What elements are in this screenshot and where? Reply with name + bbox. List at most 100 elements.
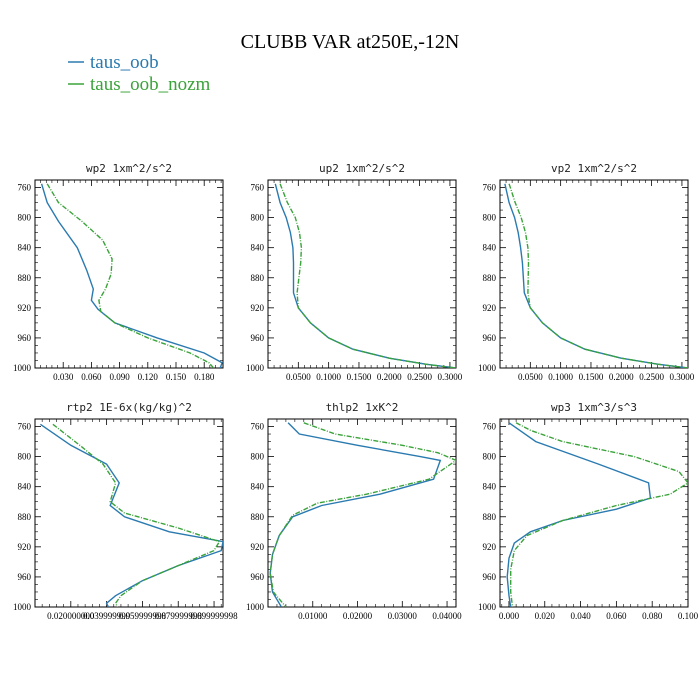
x-tick-label: 0.100 [678,611,699,621]
y-tick-label: 960 [18,572,32,582]
x-tick-label: 0.01000 [298,611,328,621]
x-tick-label: 0.3000 [438,372,463,382]
y-tick-label: 1000 [246,602,265,612]
y-tick-label: 840 [18,243,32,253]
panel-frame [267,418,457,608]
series-line-taus-oob [274,183,456,368]
y-tick-label: 1000 [478,363,497,373]
x-tick-label: 0.020000000 [47,611,95,621]
panel-title: up2 1xm^2/s^2 [319,162,405,175]
x-tick-label: 0.04000 [432,611,462,621]
y-tick-label: 920 [483,542,497,552]
panel-4: thlp2 1xK^2 760 800 840 880 920 960 1000 0.01000… [246,401,462,621]
y-tick-label: 960 [483,333,497,343]
y-tick-label: 800 [483,213,497,223]
y-tick-label: 840 [251,482,265,492]
x-tick-label: 0.120 [138,372,159,382]
x-tick-label: 0.1500 [347,372,372,382]
y-tick-label: 840 [18,482,32,492]
panel-2: vp2 1xm^2/s^2 760 800 840 880 920 960 1000 0.050… [478,162,695,382]
panel-title: vp2 1xm^2/s^2 [551,162,637,175]
y-tick-label: 960 [18,333,32,343]
y-tick-label: 960 [483,572,497,582]
x-tick-label: 0.1000 [316,372,341,382]
y-tick-label: 960 [251,333,265,343]
series-line-taus-oob [506,422,652,607]
panel-frame [499,418,689,608]
series-line-taus-oob-nozm [279,183,456,368]
y-tick-label: 880 [483,512,497,522]
y-tick-label: 840 [251,243,265,253]
y-tick-label: 840 [483,482,497,492]
x-tick-label: 0.02000 [343,611,373,621]
y-tick-label: 920 [18,303,32,313]
panel-title: wp2 1xm^2/s^2 [86,162,172,175]
series-line-taus-oob-nozm [46,183,215,368]
y-tick-label: 800 [251,213,265,223]
panel-frame [34,418,224,608]
y-tick-label: 1000 [246,363,265,373]
y-tick-label: 800 [251,452,265,462]
y-tick-label: 880 [483,273,497,283]
x-tick-label: 0.3000 [670,372,695,382]
y-tick-label: 1000 [478,602,497,612]
x-tick-label: 0.2000 [609,372,634,382]
series-line-taus-oob [504,183,688,368]
y-tick-label: 760 [483,422,497,432]
series-line-taus-oob [40,183,223,368]
panel-0: wp2 1xm^2/s^2 760 800 840 880 920 960 1000 0.030… [13,162,224,382]
x-tick-label: 0.090 [109,372,130,382]
series-line-taus-oob [269,422,442,607]
y-tick-label: 760 [18,422,32,432]
x-tick-label: 0.180 [194,372,215,382]
panels-group: wp2 1xm^2/s^2 760 800 840 880 920 960 1000 0.030… [13,162,699,621]
x-tick-label: 0.079999998 [155,611,203,621]
y-tick-label: 920 [18,542,32,552]
x-tick-label: 0.1500 [579,372,604,382]
series-line-taus-oob-nozm [269,422,456,607]
panel-3: rtp2 1E-6x(kg/kg)^2 760 800 840 880 920 960 100… [13,401,238,621]
y-tick-label: 880 [18,273,32,283]
y-tick-label: 880 [251,273,265,283]
legend-label-taus-oob: taus_oob [90,52,159,73]
y-tick-label: 800 [18,452,32,462]
y-tick-label: 760 [483,183,497,193]
y-tick-label: 1000 [13,602,32,612]
x-tick-label: 0.2500 [407,372,432,382]
y-tick-label: 760 [18,183,32,193]
y-tick-label: 1000 [13,363,32,373]
y-tick-label: 960 [251,572,265,582]
y-tick-label: 880 [251,512,265,522]
legend: taus_oob taus_oob_nozm [68,52,211,95]
y-tick-label: 800 [18,213,32,223]
x-tick-label: 0.060 [606,611,627,621]
x-tick-label: 0.080 [642,611,663,621]
series-line-taus-oob-nozm [52,423,221,607]
y-tick-label: 840 [483,243,497,253]
panel-frame [34,179,224,369]
series-line-taus-oob-nozm [508,183,688,368]
x-tick-label: 0.099999998 [190,611,238,621]
panel-title: thlp2 1xK^2 [326,401,399,414]
x-tick-label: 0.03000 [388,611,418,621]
figure-title: CLUBB VAR at250E,-12N [241,31,460,53]
panel-title: wp3 1xm^3/s^3 [551,401,637,414]
x-tick-label: 0.000 [499,611,520,621]
y-tick-label: 920 [483,303,497,313]
x-tick-label: 0.060 [81,372,102,382]
panel-5: wp3 1xm^3/s^3 760 800 840 880 920 960 10000.000… [478,401,699,621]
x-tick-label: 0.059999998 [119,611,167,621]
series-line-taus-oob-nozm [510,422,688,607]
x-tick-label: 0.039999999 [83,611,131,621]
x-tick-label: 0.0500 [286,372,311,382]
x-tick-label: 0.020 [535,611,556,621]
x-tick-label: 0.2500 [639,372,664,382]
panel-1: up2 1xm^2/s^2 760 800 840 880 920 960 1000 0.050… [246,162,463,382]
x-tick-label: 0.040 [570,611,591,621]
x-tick-label: 0.2000 [377,372,402,382]
panel-frame [499,179,689,369]
legend-label-taus-oob-nozm: taus_oob_nozm [90,74,211,95]
y-tick-label: 920 [251,542,265,552]
